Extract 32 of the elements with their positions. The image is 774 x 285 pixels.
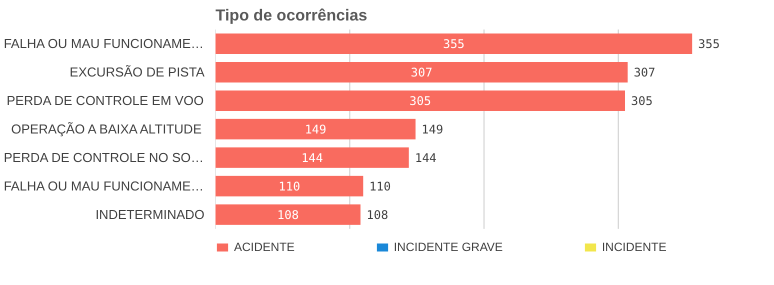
data-label: 355 [442, 37, 465, 52]
data-label: 144 [301, 151, 324, 166]
total-label: 307 [634, 66, 656, 80]
total-label: 144 [414, 151, 437, 166]
y-tick-label: PERDA DE CONTROLE NO SO… [4, 150, 204, 166]
chart-title: Tipo de ocorrências [216, 8, 368, 24]
legend-label: INCIDENTE [602, 240, 666, 254]
data-label: 149 [304, 122, 326, 137]
total-label: 108 [366, 208, 388, 222]
bar [216, 118, 416, 140]
bar [216, 33, 692, 54]
y-tick-label: FALHA OU MAU FUNCIONAME… [4, 36, 204, 52]
y-tick-label: OPERAÇÃO A BAIXA ALTITUDE [11, 122, 202, 137]
bar [216, 90, 626, 111]
total-label: 149 [422, 122, 444, 137]
legend-label: INCIDENTE GRAVE [394, 240, 503, 254]
total-label: 305 [631, 94, 653, 108]
y-tick-label: INDETERMINADO [95, 207, 205, 222]
data-label: 108 [277, 208, 299, 222]
bar [216, 147, 409, 168]
legend-label: ACIDENTE [234, 240, 295, 254]
y-tick-label: FALHA OU MAU FUNCIONAME… [4, 178, 204, 194]
data-label: 110 [278, 180, 300, 194]
bar [216, 62, 628, 82]
bar [216, 204, 361, 225]
total-label: 110 [369, 180, 391, 194]
data-label: 307 [410, 66, 432, 80]
y-tick-label: EXCURSÃO DE PISTA [70, 64, 205, 80]
total-label: 355 [698, 37, 720, 52]
y-tick-label: PERDA DE CONTROLE EM VOO [6, 93, 204, 108]
data-label: 305 [409, 94, 432, 108]
bar [216, 176, 364, 196]
